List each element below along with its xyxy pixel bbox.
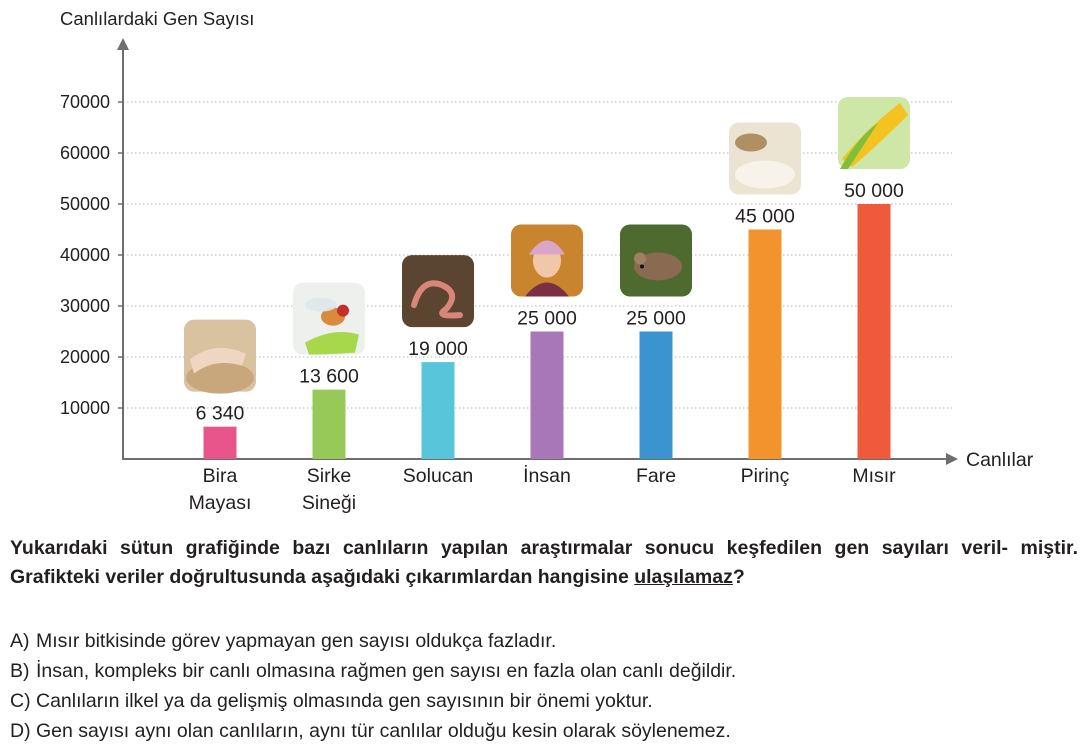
corn-photo	[838, 97, 910, 169]
answer-options: A) Mısır bitkisinde görev yapmayan gen sa…	[10, 626, 736, 746]
question-emphasis: ulaşılamaz	[634, 566, 733, 588]
sand-hand-photo	[184, 319, 256, 394]
category-labels: Bira Mayası Sirke Sineği Solucan İnsan Fare Pir…	[189, 464, 897, 514]
grid-lines	[118, 101, 952, 409]
worm-shape	[411, 280, 463, 319]
bar	[639, 331, 673, 459]
category-label: Sirke	[307, 465, 351, 487]
value-label: 25 000	[626, 308, 686, 330]
gene-count-bar-chart: Canlılardaki Gen Sayısı Canlılar 10000 20…	[60, 8, 1034, 514]
rice-pile	[735, 160, 795, 189]
option-letter: D)	[10, 720, 31, 742]
option-a[interactable]: A) Mısır bitkisinde görev yapmayan gen sa…	[10, 626, 736, 656]
value-label: 19 000	[408, 338, 468, 360]
y-axis-title: Canlılardaki Gen Sayısı	[60, 8, 254, 29]
value-label: 25 000	[517, 308, 577, 330]
question-end: ?	[732, 566, 745, 588]
category-label: Solucan	[403, 465, 473, 487]
option-b[interactable]: B) İnsan, kompleks bir canlı olmasına rağ…	[10, 656, 736, 686]
category-label: Sineği	[302, 492, 356, 514]
option-text: Mısır bitkisinde görev yapmayan gen sayı…	[36, 630, 557, 652]
category-label: Bira	[203, 465, 238, 487]
hat-shape	[529, 240, 565, 255]
y-tick-label: 10000	[60, 398, 110, 418]
bar	[312, 389, 346, 459]
category-label: Mayası	[189, 492, 252, 514]
option-letter: C)	[10, 690, 31, 712]
bowl-shape	[735, 133, 767, 152]
option-text: İnsan, kompleks bir canlı olmasına rağme…	[36, 660, 737, 682]
photo-bg	[402, 255, 474, 328]
corn-leaf	[840, 123, 878, 169]
option-text: Gen sayısı aynı olan canlıların, aynı tü…	[36, 720, 731, 742]
option-letter: B)	[10, 660, 30, 682]
question-stem: Yukarıdaki sütun grafiğinde bazı canlıla…	[10, 537, 1078, 588]
fruit-fly-photo	[293, 282, 365, 355]
option-d[interactable]: D) Gen sayısı aynı olan canlıların, aynı …	[10, 716, 736, 746]
mouse-ear	[634, 252, 646, 265]
category-label: Pirinç	[741, 465, 790, 487]
bar	[421, 362, 455, 459]
bars	[203, 204, 891, 459]
y-tick-label: 20000	[60, 347, 110, 367]
girl-photo	[511, 224, 583, 297]
bar	[857, 204, 891, 459]
x-axis-arrow	[946, 453, 958, 465]
y-tick-label: 30000	[60, 296, 110, 316]
value-label: 6 340	[196, 403, 245, 425]
fly-wing	[305, 297, 337, 312]
sand-pile	[186, 361, 254, 394]
mouse-body	[634, 252, 682, 281]
mouse-eye	[640, 264, 644, 269]
question-text: Yukarıdaki sütun grafiğinde bazı canlıla…	[10, 534, 1078, 592]
option-c[interactable]: C) Canlıların ilkel ya da gelişmiş olması…	[10, 686, 736, 716]
category-label: Mısır	[852, 465, 896, 487]
y-tick-label: 40000	[60, 245, 110, 265]
y-axis-arrow	[117, 38, 129, 50]
scarf-shape	[525, 282, 569, 297]
value-label: 13 600	[299, 366, 359, 388]
fly-eye	[337, 304, 349, 317]
value-labels: 6 340 13 600 19 000 25 000 25 000 45 000 50 00…	[196, 180, 904, 425]
category-label: İnsan	[523, 464, 571, 487]
value-label: 45 000	[735, 206, 795, 228]
y-tick-label: 60000	[60, 143, 110, 163]
y-tick-labels: 10000 20000 30000 40000 50000 60000 70000	[60, 92, 110, 418]
option-letter: A)	[10, 630, 30, 652]
x-axis-title: Canlılar	[966, 449, 1034, 471]
earthworm-photo	[402, 255, 474, 328]
y-tick-label: 70000	[60, 92, 110, 112]
bar	[530, 331, 564, 459]
option-text: Canlıların ilkel ya da gelişmiş olmasınd…	[36, 690, 653, 712]
y-tick-label: 50000	[60, 194, 110, 214]
hand-shape	[190, 347, 246, 374]
bar	[203, 426, 237, 459]
rice-photo	[729, 122, 801, 195]
bar	[748, 229, 782, 459]
category-label: Fare	[636, 465, 676, 487]
organism-photos	[184, 97, 910, 394]
mouse-photo	[620, 224, 692, 297]
value-label: 50 000	[844, 180, 904, 202]
leaf-shape	[305, 331, 359, 355]
